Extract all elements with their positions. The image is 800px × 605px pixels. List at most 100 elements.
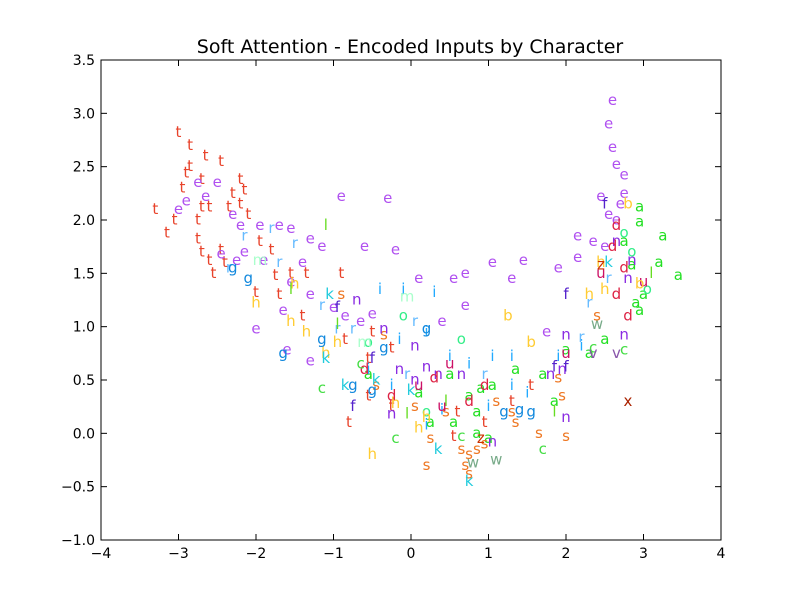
data-point-t: t	[238, 195, 244, 213]
data-point-e: e	[356, 312, 365, 330]
data-point-r: r	[292, 234, 299, 252]
data-point-e: e	[542, 323, 551, 341]
data-point-k: k	[604, 253, 613, 271]
data-point-e: e	[383, 189, 392, 207]
data-point-n: n	[546, 365, 556, 383]
data-point-r: r	[350, 319, 357, 337]
data-point-v: v	[612, 344, 621, 362]
data-point-e: e	[275, 216, 284, 234]
data-point-e: e	[437, 312, 446, 330]
data-point-r: r	[606, 269, 613, 287]
data-point-t: t	[288, 264, 294, 282]
data-point-t: t	[269, 240, 275, 258]
data-point-c: c	[318, 379, 326, 397]
data-point-d: d	[608, 237, 618, 255]
data-point-r: r	[319, 296, 326, 314]
data-point-e: e	[240, 243, 249, 261]
data-point-k: k	[372, 371, 381, 389]
data-point-t: t	[253, 283, 259, 301]
data-point-l: l	[335, 315, 339, 333]
data-point-n: n	[557, 360, 567, 378]
x-tick-label: −2	[246, 546, 267, 562]
data-point-d: d	[360, 360, 370, 378]
axis-ticks: −4 −3 −2 −1 0 1 2 3 4 −1.0 −0.5 0.0 0.5 1.0 1.5 2.0 2.5 3…	[61, 53, 726, 562]
data-point-x: x	[624, 392, 633, 410]
data-point-t: t	[303, 264, 309, 282]
data-point-t: t	[207, 198, 213, 216]
data-point-s: s	[411, 397, 419, 415]
data-point-t: t	[346, 413, 352, 431]
data-point-n: n	[488, 432, 498, 450]
data-point-t: t	[187, 157, 193, 175]
data-point-n: n	[422, 358, 432, 376]
data-point-e: e	[604, 205, 613, 223]
data-point-e: e	[306, 351, 315, 369]
data-point-i: i	[366, 360, 370, 378]
data-point-u: u	[596, 264, 606, 282]
data-point-e: e	[612, 211, 621, 229]
data-point-s: s	[535, 424, 543, 442]
data-point-e: e	[608, 138, 617, 156]
data-point-t: t	[195, 211, 201, 229]
data-point-g: g	[278, 344, 288, 362]
data-point-s: s	[554, 368, 562, 386]
data-point-t: t	[218, 152, 224, 170]
data-point-t: t	[389, 397, 395, 415]
data-point-e: e	[337, 187, 346, 205]
data-point-t: t	[222, 253, 228, 271]
data-point-g: g	[379, 339, 389, 357]
data-point-e: e	[306, 230, 315, 248]
data-point-e: e	[519, 251, 528, 269]
data-point-t: t	[389, 339, 395, 357]
x-tick-label: 2	[562, 546, 571, 562]
data-point-t: t	[241, 181, 247, 199]
data-point-t: t	[176, 123, 182, 141]
data-point-e: e	[360, 237, 369, 255]
data-point-d: d	[612, 285, 622, 303]
data-point-s: s	[372, 376, 380, 394]
data-point-n: n	[352, 291, 362, 309]
data-point-c: c	[391, 429, 399, 447]
data-point-e: e	[604, 115, 613, 133]
data-point-w: w	[467, 454, 479, 472]
chart-title: Soft Attention - Encoded Inputs by Chara…	[197, 36, 624, 58]
data-point-t: t	[338, 264, 344, 282]
data-point-o: o	[399, 307, 408, 325]
data-point-a: a	[511, 360, 520, 378]
data-point-h: h	[391, 394, 401, 412]
data-point-t: t	[199, 198, 205, 216]
data-point-e: e	[600, 237, 609, 255]
data-point-n: n	[410, 336, 420, 354]
data-point-w: w	[591, 315, 603, 333]
data-point-e: e	[616, 195, 625, 213]
data-point-n: n	[379, 319, 389, 337]
data-point-f: f	[350, 397, 356, 415]
data-point-k: k	[465, 472, 474, 490]
data-point-t: t	[230, 184, 236, 202]
data-point-a: a	[414, 383, 423, 401]
data-point-e: e	[573, 248, 582, 266]
data-point-t: t	[342, 330, 348, 348]
data-point-t: t	[455, 403, 461, 421]
data-point-s: s	[457, 440, 465, 458]
data-point-h: h	[286, 312, 296, 330]
data-point-i: i	[556, 347, 560, 365]
data-point-t: t	[183, 164, 189, 182]
data-point-u: u	[414, 376, 424, 394]
data-point-h: h	[290, 275, 300, 293]
data-point-m: m	[400, 287, 415, 305]
y-tick-label: −1.0	[61, 533, 95, 549]
data-point-a: a	[639, 285, 648, 303]
data-point-s: s	[481, 435, 489, 453]
data-point-e: e	[461, 264, 470, 282]
data-point-t: t	[365, 349, 371, 367]
data-point-u: u	[445, 355, 455, 373]
data-point-l: l	[289, 280, 293, 298]
data-point-g: g	[368, 381, 378, 399]
data-point-g: g	[499, 403, 509, 421]
data-point-h: h	[302, 323, 312, 341]
data-point-k: k	[407, 381, 416, 399]
x-tick-label: −1	[323, 546, 344, 562]
data-point-a: a	[619, 232, 628, 250]
data-point-h: h	[333, 333, 343, 351]
